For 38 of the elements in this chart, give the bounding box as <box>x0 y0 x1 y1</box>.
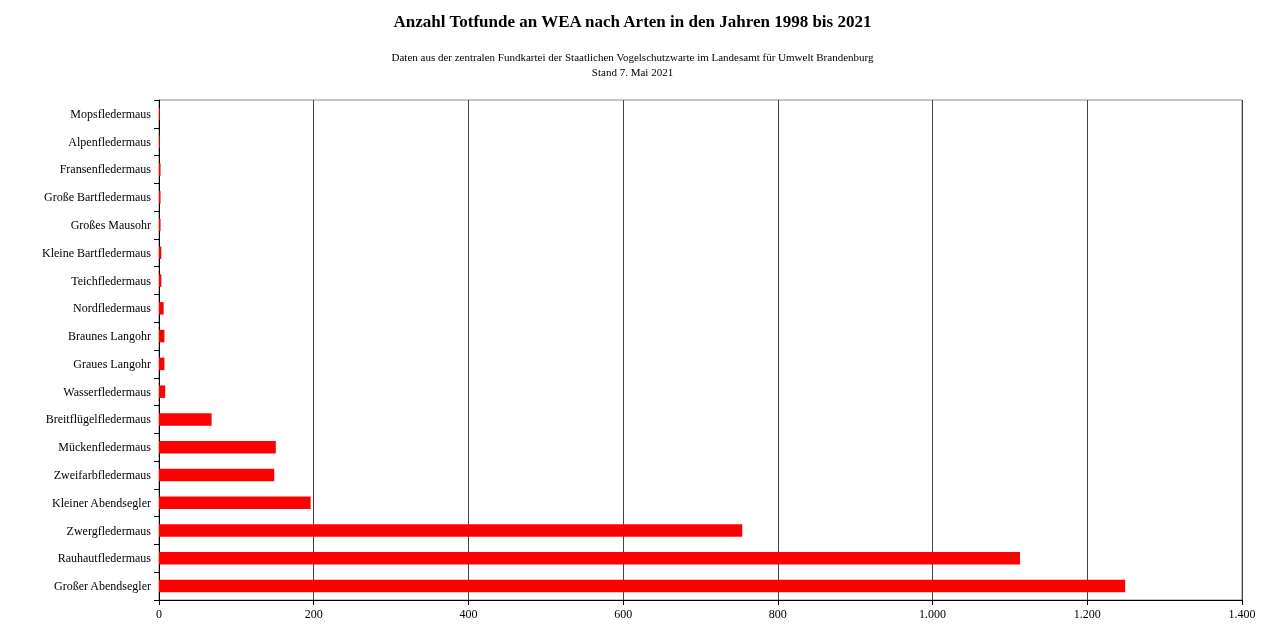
x-tick-label: 800 <box>768 607 787 621</box>
bar <box>159 385 166 398</box>
y-tick-label: Zweifarbfledermaus <box>53 468 152 482</box>
bar <box>159 552 1020 565</box>
y-tick-label: Zwergfledermaus <box>66 523 152 538</box>
bar <box>159 524 743 537</box>
chart-title: Anzahl Totfunde an WEA nach Arten in den Jahren 1998 bis 2021 <box>393 12 872 31</box>
x-tick-label: 1.000 <box>919 607 947 621</box>
y-tick-label: Große Bartfledermaus <box>44 190 152 205</box>
y-tick-label: Alpenfledermaus <box>68 134 152 149</box>
y-tick-label: Rauhautfledermaus <box>57 551 152 566</box>
x-tick-label: 0 <box>156 607 162 621</box>
bar <box>159 440 276 454</box>
bar <box>159 579 1126 593</box>
y-tick-label: Wasserfledermaus <box>63 384 152 399</box>
x-tick-label: 400 <box>459 607 478 621</box>
y-tick-label: Großer Abendsegler <box>54 579 151 594</box>
x-tick-label: 600 <box>614 607 633 621</box>
y-tick-label: Teichfledermaus <box>71 273 152 288</box>
bar <box>159 468 275 482</box>
bar <box>159 413 212 426</box>
y-tick-label: Kleine Bartfledermaus <box>42 245 152 260</box>
y-tick-label: Nordfledermaus <box>73 301 152 316</box>
y-tick-label: Braunes Langohr <box>68 329 151 344</box>
y-tick-label: Graues Langohr <box>73 356 151 371</box>
x-tick-label: 200 <box>304 607 323 621</box>
y-tick-label: Fransenfledermaus <box>59 162 152 177</box>
y-tick-label: Mückenfledermaus <box>58 440 152 455</box>
x-tick-label: 1.200 <box>1073 607 1101 621</box>
y-tick-label: Mopsfledermaus <box>70 106 152 121</box>
y-tick-label: Kleiner Abendsegler <box>52 495 151 510</box>
y-tick-label: Breitflügelfledermaus <box>45 412 152 427</box>
bar <box>159 274 162 287</box>
chart-subtitle: Daten aus der zentralen Fundkartei der Staatlichen Vogelschutzwarte im Landesamt für Umwelt Brandenburg Stand 7. Mai 2021 <box>391 50 874 78</box>
x-tick-label: 1.400 <box>1228 607 1256 621</box>
bar <box>159 496 311 510</box>
y-tick-label: Großes Mausohr <box>70 218 151 232</box>
bar <box>159 302 164 315</box>
